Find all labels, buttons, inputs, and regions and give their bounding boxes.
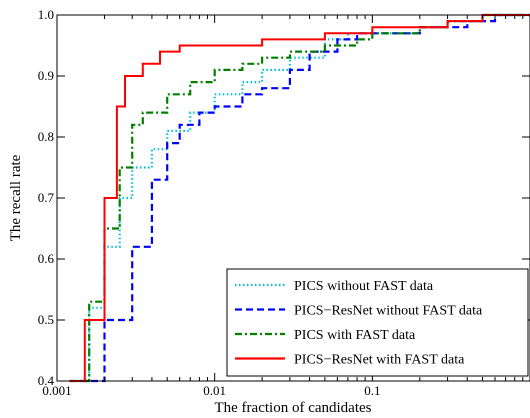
y-axis-label: The recall rate <box>8 154 24 241</box>
legend: PICS without FAST data PICS−ResNet withou… <box>227 269 528 376</box>
y-tick-label: 0.8 <box>38 129 54 144</box>
y-tick-label: 0.9 <box>38 68 54 83</box>
legend-label-3: PICS with FAST data <box>294 328 416 343</box>
x-tick-label: 0.1 <box>364 383 380 398</box>
y-tick-label: 0.6 <box>38 251 55 266</box>
x-axis-label: The fraction of candidates <box>214 400 371 416</box>
y-tick-label: 0.7 <box>38 190 55 205</box>
legend-label-4: PICS−ResNet with FAST data <box>294 353 465 368</box>
y-tick-label: 0.5 <box>38 312 54 327</box>
x-tick-label: 0.01 <box>203 383 226 398</box>
y-tick-label: 1.0 <box>38 7 54 22</box>
legend-label-2: PICS−ResNet without FAST data <box>294 304 483 319</box>
legend-label-1: PICS without FAST data <box>294 279 434 294</box>
y-tick-label: 0.4 <box>38 373 55 388</box>
